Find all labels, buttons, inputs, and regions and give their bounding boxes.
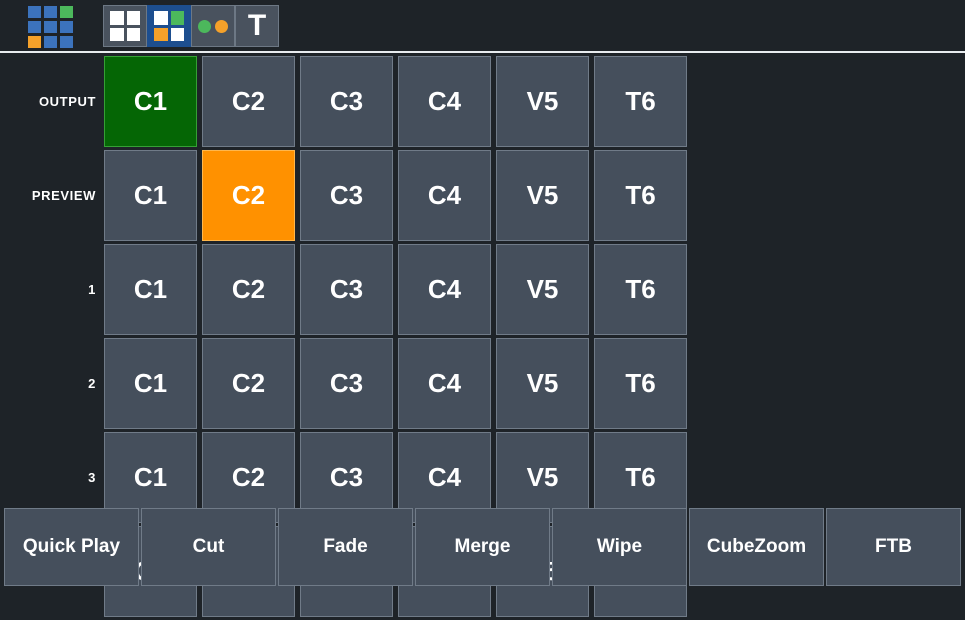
logo-cell-7 [44, 36, 57, 48]
matrix-row: 1 C1 C2 C3 C4 V5 T6 [0, 244, 965, 335]
dots-icon-button[interactable] [191, 5, 235, 47]
cubezoom-button[interactable]: CubeZoom [689, 508, 824, 586]
source-button-output-c2[interactable]: C2 [202, 56, 295, 147]
source-button-2-c1[interactable]: C1 [104, 338, 197, 429]
text-icon-button[interactable]: T [235, 5, 279, 47]
dots-icon [198, 19, 228, 33]
header-divider [0, 51, 965, 53]
logo-cell-0 [28, 6, 41, 18]
wipe-button[interactable]: Wipe [552, 508, 687, 586]
logo-cell-5 [60, 21, 73, 33]
source-button-output-c4[interactable]: C4 [398, 56, 491, 147]
header-bar: T [0, 0, 965, 51]
source-button-3-c4[interactable]: C4 [398, 432, 491, 523]
row-label-preview: PREVIEW [31, 188, 96, 203]
source-button-1-v5[interactable]: V5 [496, 244, 589, 335]
text-icon: T [247, 9, 267, 42]
matrix-row: PREVIEW C1 C2 C3 C4 V5 T6 [0, 150, 965, 241]
source-button-1-c4[interactable]: C4 [398, 244, 491, 335]
source-button-preview-v5[interactable]: V5 [496, 150, 589, 241]
source-button-preview-t6[interactable]: T6 [594, 150, 687, 241]
source-button-2-v5[interactable]: V5 [496, 338, 589, 429]
source-button-preview-c3[interactable]: C3 [300, 150, 393, 241]
fade-button[interactable]: Fade [278, 508, 413, 586]
source-button-3-c2[interactable]: C2 [202, 432, 295, 523]
source-button-2-c4[interactable]: C4 [398, 338, 491, 429]
source-button-preview-c2[interactable]: C2 [202, 150, 295, 241]
source-button-1-t6[interactable]: T6 [594, 244, 687, 335]
ftb-button[interactable]: FTB [826, 508, 961, 586]
cut-button[interactable]: Cut [141, 508, 276, 586]
source-button-preview-c4[interactable]: C4 [398, 150, 491, 241]
source-button-output-v5[interactable]: V5 [496, 56, 589, 147]
logo-cell-4 [44, 21, 57, 33]
logo-cell-2 [60, 6, 73, 18]
row-label-3: 3 [88, 470, 96, 485]
logo-cell-6 [28, 36, 41, 48]
logo-cell-1 [44, 6, 57, 18]
source-button-preview-c1[interactable]: C1 [104, 150, 197, 241]
quick-play-button[interactable]: Quick Play [4, 508, 139, 586]
action-bar: Quick Play Cut Fade Merge Wipe CubeZoom FTB [4, 508, 961, 586]
grid-plain-icon [110, 11, 140, 41]
matrix-row: 2 C1 C2 C3 C4 V5 T6 [0, 338, 965, 429]
grid-plain-icon-button[interactable] [103, 5, 147, 47]
logo-cell-8 [60, 36, 73, 48]
source-button-output-t6[interactable]: T6 [594, 56, 687, 147]
source-button-3-c3[interactable]: C3 [300, 432, 393, 523]
app-logo-grid-icon [28, 6, 73, 48]
row-label-2: 2 [88, 376, 96, 391]
source-button-output-c1[interactable]: C1 [104, 56, 197, 147]
source-button-2-c2[interactable]: C2 [202, 338, 295, 429]
source-button-2-t6[interactable]: T6 [594, 338, 687, 429]
source-button-1-c3[interactable]: C3 [300, 244, 393, 335]
source-button-1-c1[interactable]: C1 [104, 244, 197, 335]
grid-color-icon-button[interactable] [147, 5, 191, 47]
matrix-row: OUTPUT C1 C2 C3 C4 V5 T6 [0, 56, 965, 147]
row-label-1: 1 [88, 282, 96, 297]
source-button-output-c3[interactable]: C3 [300, 56, 393, 147]
row-label-output: OUTPUT [38, 94, 96, 109]
source-button-3-c1[interactable]: C1 [104, 432, 197, 523]
logo-cell-3 [28, 21, 41, 33]
source-button-1-c2[interactable]: C2 [202, 244, 295, 335]
merge-button[interactable]: Merge [415, 508, 550, 586]
grid-color-icon [154, 11, 184, 41]
matrix-row: 3 C1 C2 C3 C4 V5 T6 [0, 432, 965, 523]
source-button-2-c3[interactable]: C3 [300, 338, 393, 429]
source-button-3-t6[interactable]: T6 [594, 432, 687, 523]
